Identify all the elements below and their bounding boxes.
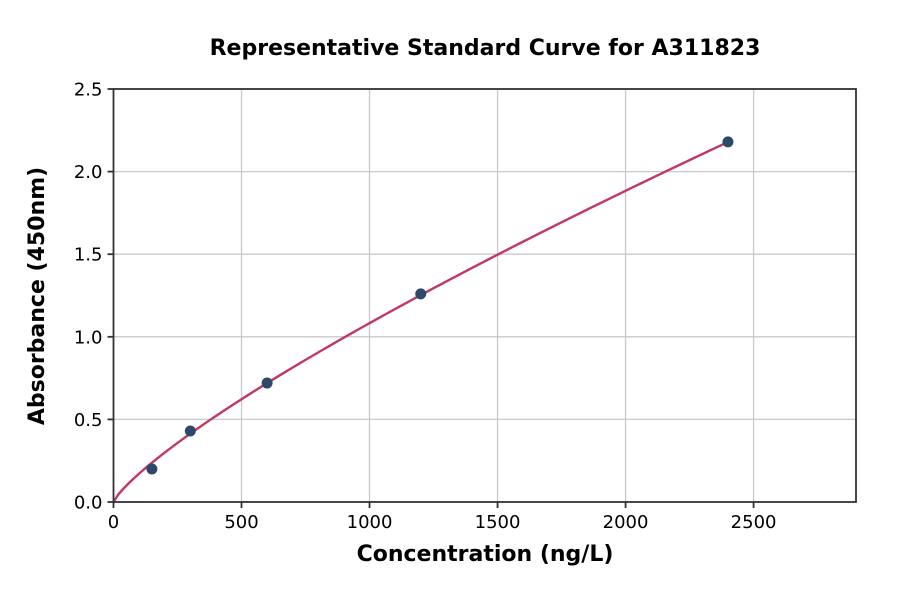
x-tick-label: 0 [108,512,119,533]
y-tick-label: 1.0 [74,327,103,348]
standard-curve-line [112,140,730,504]
x-tick-label: 1000 [347,512,393,533]
x-tick-label: 2000 [603,512,649,533]
y-tick-label: 0.5 [74,410,103,431]
x-tick-label: 500 [224,512,258,533]
data-point [261,377,273,389]
y-tick-label: 2.5 [74,80,103,101]
y-tick-label: 2.0 [74,162,103,183]
x-tick-label: 1500 [475,512,521,533]
data-point [415,288,427,300]
y-tick-label: 1.5 [74,245,103,266]
data-point [146,463,158,475]
axis-layer: 0 500 1000 1500 2000 2500 0.0 0.5 1.0 1.5 2.0 2.5 [74,80,857,533]
data-point [722,136,734,148]
data-point [184,425,196,437]
y-axis-label: Absorbance (450nm) [25,167,50,425]
y-tick-label: 0.0 [74,493,103,514]
chart-title: Representative Standard Curve for A31182… [210,36,761,61]
plot-border [112,88,857,503]
grid-layer [112,88,856,503]
x-axis-label: Concentration (ng/L) [357,542,614,567]
data-layer [112,136,734,504]
x-tick-label: 2500 [731,512,777,533]
